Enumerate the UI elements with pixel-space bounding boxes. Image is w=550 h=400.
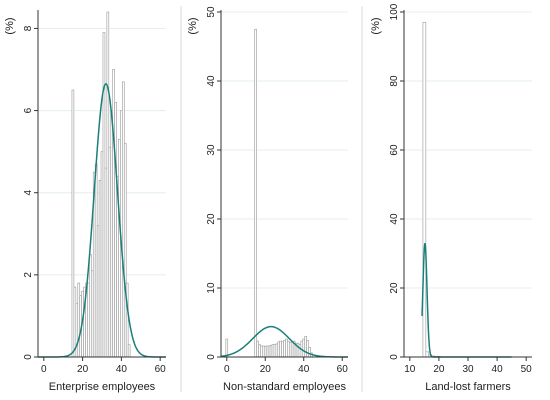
histogram-bar [225, 338, 229, 358]
x-tick-label: 40 [298, 364, 310, 375]
x-ticks: 0 20 40 60 [224, 357, 348, 375]
x-tick-label: 20 [433, 364, 445, 375]
y-tick-label: 2 [23, 272, 34, 278]
y-tick-label: 50 [206, 6, 217, 18]
histogram-bar [254, 28, 257, 358]
histogram-bar [425, 351, 430, 358]
x-tick-label: 0 [224, 364, 230, 375]
histogram-bar [127, 344, 131, 358]
panel-non-standard-employees: 0 10 20 30 40 50 0 20 40 60 (%) Non-standard emp… [187, 6, 348, 393]
x-tick-label: 40 [492, 364, 504, 375]
x-tick-label: 20 [260, 364, 272, 375]
x-tick-label: 50 [521, 364, 533, 375]
x-tick-label: 30 [462, 364, 474, 375]
y-tick-label: 20 [389, 282, 400, 294]
x-tick-label: 20 [77, 364, 89, 375]
y-axis-label: (%) [370, 17, 382, 34]
y-tick-label: 40 [206, 75, 217, 87]
y-tick-label: 0 [389, 354, 400, 360]
y-tick-label: 100 [389, 3, 400, 20]
panel-enterprise-employees: 0 2 4 6 8 0 20 40 60 (%) Enterprise employees [4, 10, 166, 393]
y-tick-label: 60 [389, 144, 400, 156]
y-tick-label: 40 [389, 213, 400, 225]
y-tick-label: 30 [206, 144, 217, 156]
x-tick-label: 10 [404, 364, 416, 375]
x-tick-label: 0 [41, 364, 47, 375]
y-ticks: 0 2 4 6 8 [23, 25, 38, 360]
x-axis-label: Non-standard employees [223, 381, 346, 393]
grid-lines [221, 11, 348, 289]
x-tick-label: 60 [337, 364, 349, 375]
y-ticks: 0 10 20 30 40 50 [206, 6, 221, 360]
panel-land-lost-farmers: 0 20 40 60 80 100 10 20 30 40 50 (%) Land-lost fa… [370, 3, 532, 393]
x-ticks: 10 20 30 40 50 [404, 357, 532, 375]
y-ticks: 0 20 40 60 80 100 [389, 3, 404, 360]
y-tick-label: 10 [206, 282, 217, 294]
y-tick-label: 80 [389, 75, 400, 87]
y-tick-label: 4 [23, 189, 34, 195]
y-axis-label: (%) [187, 17, 199, 34]
y-tick-label: 8 [23, 25, 34, 31]
histogram-bars [71, 11, 131, 358]
y-axis-label: (%) [4, 17, 16, 34]
y-tick-label: 0 [23, 354, 34, 360]
y-tick-label: 20 [206, 213, 217, 225]
x-tick-label: 60 [155, 364, 167, 375]
y-tick-label: 0 [206, 354, 217, 360]
x-tick-label: 40 [116, 364, 128, 375]
x-ticks: 0 20 40 60 [41, 357, 166, 375]
y-tick-label: 6 [23, 107, 34, 113]
x-axis-label: Land-lost farmers [425, 381, 511, 393]
histogram-bar [422, 22, 427, 358]
x-axis-label: Enterprise employees [49, 381, 156, 393]
